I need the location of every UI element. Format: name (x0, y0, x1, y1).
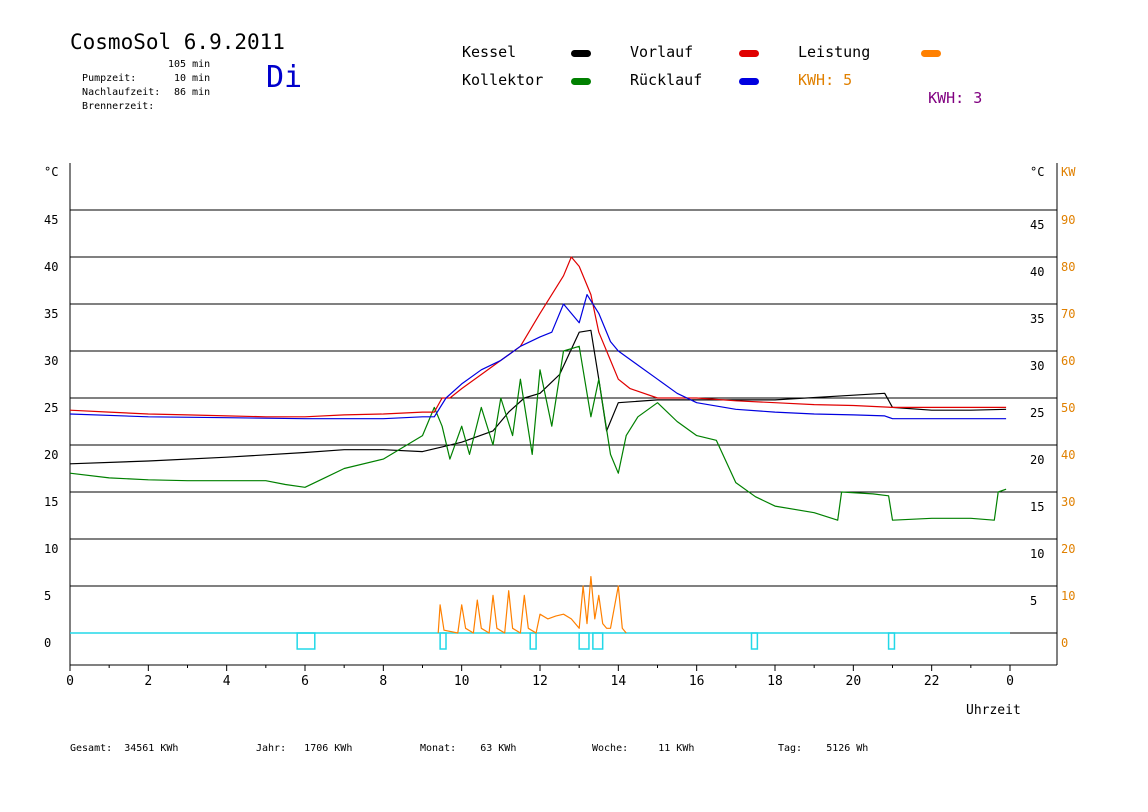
footer-woche: Woche: 11 KWh (592, 743, 694, 754)
legend-label-ruecklauf: Rücklauf (630, 71, 703, 89)
y-tick-right: 45 (1030, 218, 1044, 232)
footer-gesamt: Gesamt: 34561 KWh (70, 743, 178, 754)
footer-value: 11 KWh (658, 743, 695, 754)
x-tick-label: 6 (301, 674, 309, 689)
info-label: Nachlaufzeit: (82, 87, 161, 98)
y-tick-left: 10 (44, 542, 58, 556)
footer-value: 63 KWh (480, 743, 517, 754)
x-axis-label: Uhrzeit (966, 703, 1021, 718)
series-line-vorlauf (69, 256, 1007, 418)
y-tick-right: 25 (1030, 406, 1044, 420)
y-axis-label-left: °C (44, 165, 58, 179)
legend-label-kollektor: Kollektor (462, 71, 544, 89)
legend-kwh-secondary: KWH: 3 (910, 71, 982, 107)
footer-label: Gesamt: (70, 743, 113, 754)
y-tick-right-kw: 60 (1061, 354, 1075, 368)
y-tick-left: 30 (44, 354, 58, 368)
legend-swatch-leistung (921, 50, 941, 57)
info-nachlaufzeit: Nachlaufzeit: 10 min (70, 72, 210, 100)
y-tick-right-kw: 20 (1061, 542, 1075, 556)
info-pumpzeit: Pumpzeit: 105 min (70, 58, 210, 86)
x-tick-label: 8 (379, 674, 387, 689)
series-line-ruecklauf (69, 294, 1007, 420)
x-tick-label: 12 (532, 674, 548, 689)
y-tick-left: 45 (44, 213, 58, 227)
legend-swatch-vorlauf (739, 50, 759, 57)
footer-label: Tag: (778, 743, 803, 754)
legend-kwh-total: KWH: 5 (798, 71, 853, 89)
y-tick-right: 35 (1030, 312, 1044, 326)
series-line-kollektor (69, 345, 1007, 521)
info-label: Pumpzeit: (82, 73, 137, 84)
footer-label: Woche: (592, 743, 629, 754)
footer-value: 5126 Wh (826, 743, 869, 754)
info-value: 105 min (168, 59, 211, 70)
y-tick-right-kw: 40 (1061, 448, 1075, 462)
y-tick-right: 30 (1030, 359, 1044, 373)
y-tick-left: 20 (44, 448, 58, 462)
y-tick-right-kw: 80 (1061, 260, 1075, 274)
y-tick-right-kw: 90 (1061, 213, 1075, 227)
legend-kwh-secondary-label: KWH: (928, 89, 965, 107)
status-block (578, 632, 590, 650)
y-axis-label-kw: KW (1061, 165, 1076, 179)
status-block (439, 632, 447, 650)
footer-monat: Monat: 63 KWh (420, 743, 516, 754)
y-tick-left: 0 (44, 636, 51, 650)
x-tick-label: 0 (1006, 674, 1014, 689)
y-tick-right: 40 (1030, 265, 1044, 279)
info-value: 86 min (174, 87, 211, 98)
footer-value: 34561 KWh (124, 743, 179, 754)
info-brennerzeit: Brennerzeit: 86 min (70, 86, 210, 114)
footer-label: Jahr: (256, 743, 287, 754)
y-tick-right: 5 (1030, 594, 1037, 608)
y-tick-right: 20 (1030, 453, 1044, 467)
y-tick-left: 25 (44, 401, 58, 415)
footer-jahr: Jahr: 1706 KWh (256, 743, 352, 754)
y-axis-label-right: °C (1030, 165, 1044, 179)
status-block (887, 632, 896, 650)
legend-label-leistung: Leistung (798, 43, 871, 61)
info-label: Brennerzeit: (82, 101, 155, 112)
x-tick-label: 10 (454, 674, 470, 689)
status-block (592, 632, 604, 650)
y-tick-left: 5 (44, 589, 51, 603)
y-tick-right-kw: 50 (1061, 401, 1075, 415)
page-title: CosmoSol 6.9.2011 (70, 30, 285, 54)
x-tick-label: 0 (66, 674, 74, 689)
x-tick-label: 2 (144, 674, 152, 689)
y-tick-right-kw: 0 (1061, 636, 1068, 650)
status-block (750, 632, 759, 650)
x-tick-label: 14 (611, 674, 627, 689)
legend-swatch-kollektor (571, 78, 591, 85)
legend-kwh-secondary-value: 3 (973, 89, 983, 107)
legend-swatch-ruecklauf (739, 78, 759, 85)
y-tick-left: 15 (44, 495, 58, 509)
series-line-leistung (437, 575, 627, 634)
y-tick-right-kw: 30 (1061, 495, 1075, 509)
footer-label: Monat: (420, 743, 457, 754)
x-tick-label: 16 (689, 674, 705, 689)
legend-label-kessel: Kessel (462, 43, 517, 61)
y-tick-right-kw: 70 (1061, 307, 1075, 321)
status-block (296, 632, 316, 650)
footer-tag: Tag: 5126 Wh (778, 743, 868, 754)
x-tick-label: 22 (924, 674, 940, 689)
y-tick-left: 35 (44, 307, 58, 321)
y-tick-right-kw: 10 (1061, 589, 1075, 603)
series-line-kessel (69, 329, 1007, 465)
info-value: 10 min (174, 73, 211, 84)
y-tick-right: 10 (1030, 547, 1044, 561)
legend-label-vorlauf: Vorlauf (630, 43, 694, 61)
y-tick-right: 15 (1030, 500, 1044, 514)
x-tick-label: 18 (767, 674, 783, 689)
legend-swatch-kessel (571, 50, 591, 57)
x-tick-label: 4 (223, 674, 231, 689)
x-tick-label: 20 (846, 674, 862, 689)
y-tick-left: 40 (44, 260, 58, 274)
footer-value: 1706 KWh (304, 743, 353, 754)
weekday-label: Di (266, 60, 303, 95)
status-block (529, 632, 537, 650)
